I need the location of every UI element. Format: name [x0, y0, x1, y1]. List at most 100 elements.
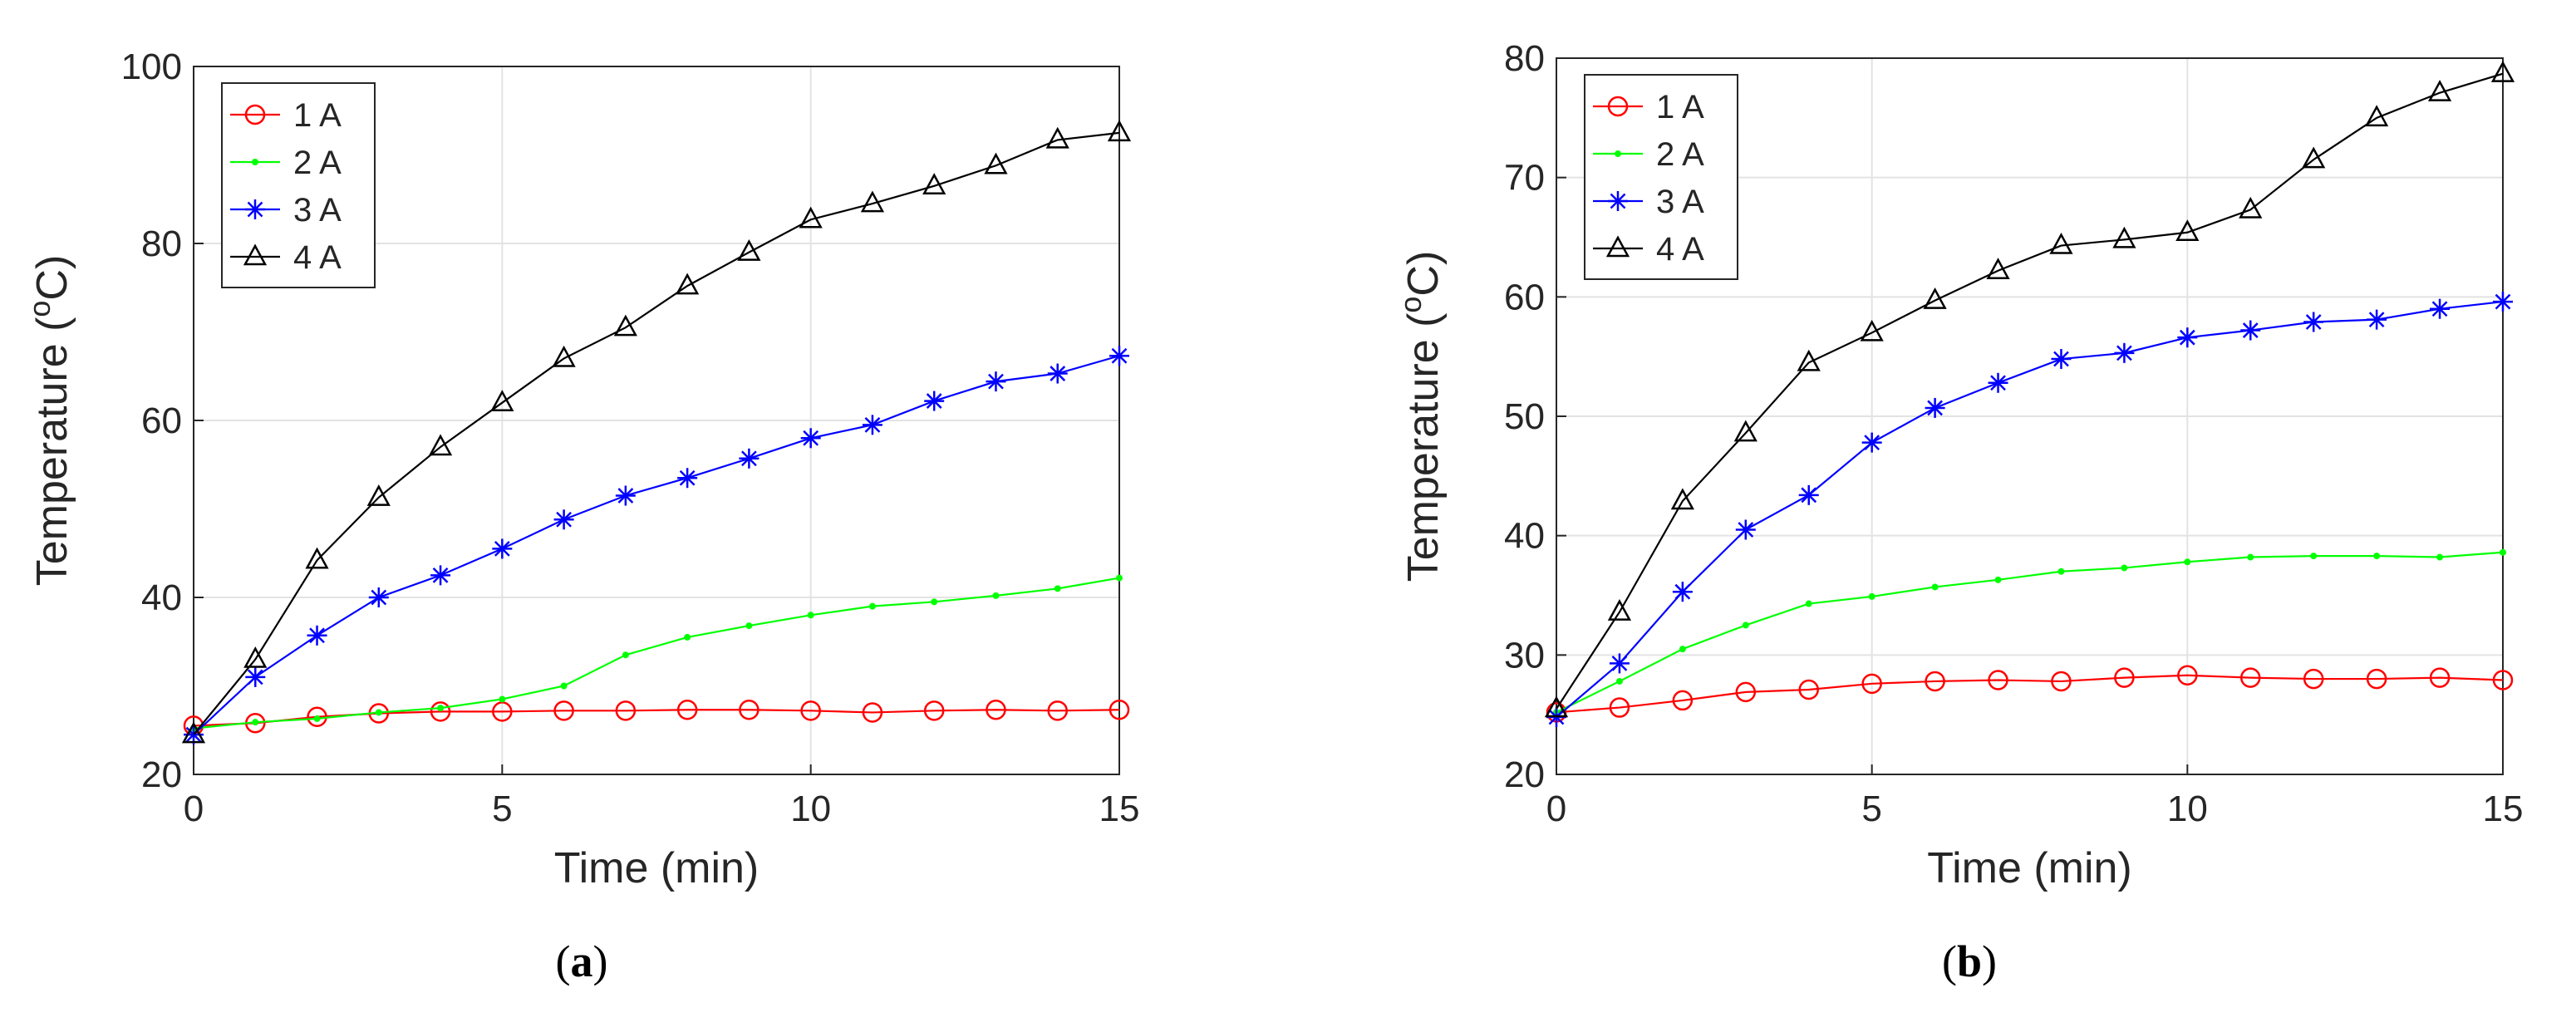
data-point [437, 705, 445, 712]
data-point [2114, 667, 2135, 688]
data-point [924, 391, 945, 411]
data-point [737, 239, 761, 261]
legend-label: 2 A [293, 145, 342, 181]
data-point [860, 190, 885, 213]
series-2a [1553, 548, 2506, 716]
data-point [1047, 363, 1068, 384]
data-point-stroke-d2 [617, 488, 634, 504]
legend-label: 1 A [293, 97, 342, 134]
data-point [428, 434, 453, 456]
data-point-stroke-d2 [1674, 583, 1691, 600]
data-point-stroke-d2 [2242, 322, 2259, 338]
legend: 1 A 2 A 3 A 4 A [221, 82, 376, 288]
data-point-stroke-d2 [864, 416, 881, 433]
data-point-stroke-d2 [1111, 347, 1128, 364]
legend-entry: 3 A [1593, 184, 1704, 220]
y-tick-label: 50 [1504, 396, 1545, 437]
data-point [799, 206, 823, 228]
data-point [1931, 583, 1939, 591]
legend-label: 1 A [1656, 89, 1704, 125]
legend-marker-stroke-d2 [247, 201, 263, 218]
y-tick-label: 60 [141, 400, 182, 441]
data-point [1609, 697, 1630, 718]
data-point [2247, 553, 2254, 561]
y-tick-label: 40 [141, 577, 182, 618]
data-point [2240, 667, 2261, 688]
data-point [862, 415, 882, 435]
data-point-stroke-d2 [1611, 656, 1628, 671]
legend-marker-stroke-d2 [1610, 193, 1626, 209]
data-point [368, 587, 389, 607]
data-point [2429, 667, 2451, 688]
data-point [2240, 320, 2261, 341]
data-point [807, 612, 814, 619]
data-point [1798, 679, 1819, 700]
y-tick-label: 70 [1504, 158, 1545, 199]
data-point-stroke-d2 [1990, 375, 2006, 391]
data-point [1544, 695, 1569, 718]
data-point [1986, 258, 2010, 279]
data-point [366, 484, 391, 506]
data-point-stroke-d2 [2368, 312, 2385, 328]
data-point [1107, 120, 1132, 142]
data-point [1861, 673, 1882, 695]
data-point [684, 633, 691, 641]
legend-entry: 2 A [1593, 136, 1704, 173]
x-tick-label: 5 [492, 789, 512, 829]
legend-entry: 2 A [230, 145, 342, 181]
legend-entry: 4 A [230, 239, 342, 276]
data-point [2049, 232, 2073, 254]
legend-marker [1607, 96, 1629, 117]
legend-entry: 1 A [1593, 89, 1704, 125]
data-point [492, 538, 513, 559]
legend-label: 3 A [293, 192, 342, 228]
legend-label: 4 A [1656, 231, 1704, 268]
series-1a [1546, 665, 2514, 723]
series-line [193, 131, 1120, 735]
y-axis-label: Temperature (oC) [22, 255, 76, 587]
data-point [1672, 582, 1693, 602]
data-point-stroke-d2 [371, 589, 387, 606]
data-point [613, 314, 637, 337]
data-point [490, 390, 514, 411]
data-point [922, 173, 946, 195]
data-point [2493, 292, 2513, 312]
data-point [2112, 226, 2136, 248]
y-tick-label: 80 [141, 224, 182, 264]
legend-marker [1615, 150, 1621, 157]
data-point [2367, 309, 2387, 330]
data-point [2303, 668, 2324, 690]
data-point-stroke-d2 [2053, 351, 2069, 367]
data-point-stroke-d2 [988, 373, 1004, 390]
series-line [1556, 551, 2504, 714]
data-point [800, 700, 821, 721]
legend-entry: 3 A [230, 192, 342, 228]
data-point-stroke-d2 [679, 469, 696, 486]
data-point [252, 719, 259, 726]
data-point [1733, 420, 1757, 442]
y-tick-label: 20 [141, 754, 182, 795]
series-line [1556, 72, 2504, 710]
legend-label: 2 A [1656, 136, 1704, 173]
legend-marker [1605, 235, 1630, 258]
data-point [1994, 576, 2002, 583]
data-point [1735, 519, 1756, 540]
legend-marker [252, 159, 258, 165]
data-point [1860, 319, 1884, 342]
series-line [1556, 674, 2504, 714]
y-tick-label: 60 [1504, 277, 1545, 317]
data-point-stroke-d2 [309, 627, 325, 644]
data-point [923, 700, 945, 721]
data-point [1116, 574, 1123, 582]
x-axis-label: Time (min) [1927, 844, 2132, 892]
data-point [1988, 372, 2008, 393]
data-point [1798, 484, 1819, 505]
data-point [2302, 146, 2326, 169]
data-point [745, 622, 753, 630]
data-point [305, 547, 329, 569]
data-point [615, 485, 636, 506]
series-line [193, 355, 1120, 735]
caption: (a) [556, 936, 608, 986]
data-point [245, 666, 266, 687]
